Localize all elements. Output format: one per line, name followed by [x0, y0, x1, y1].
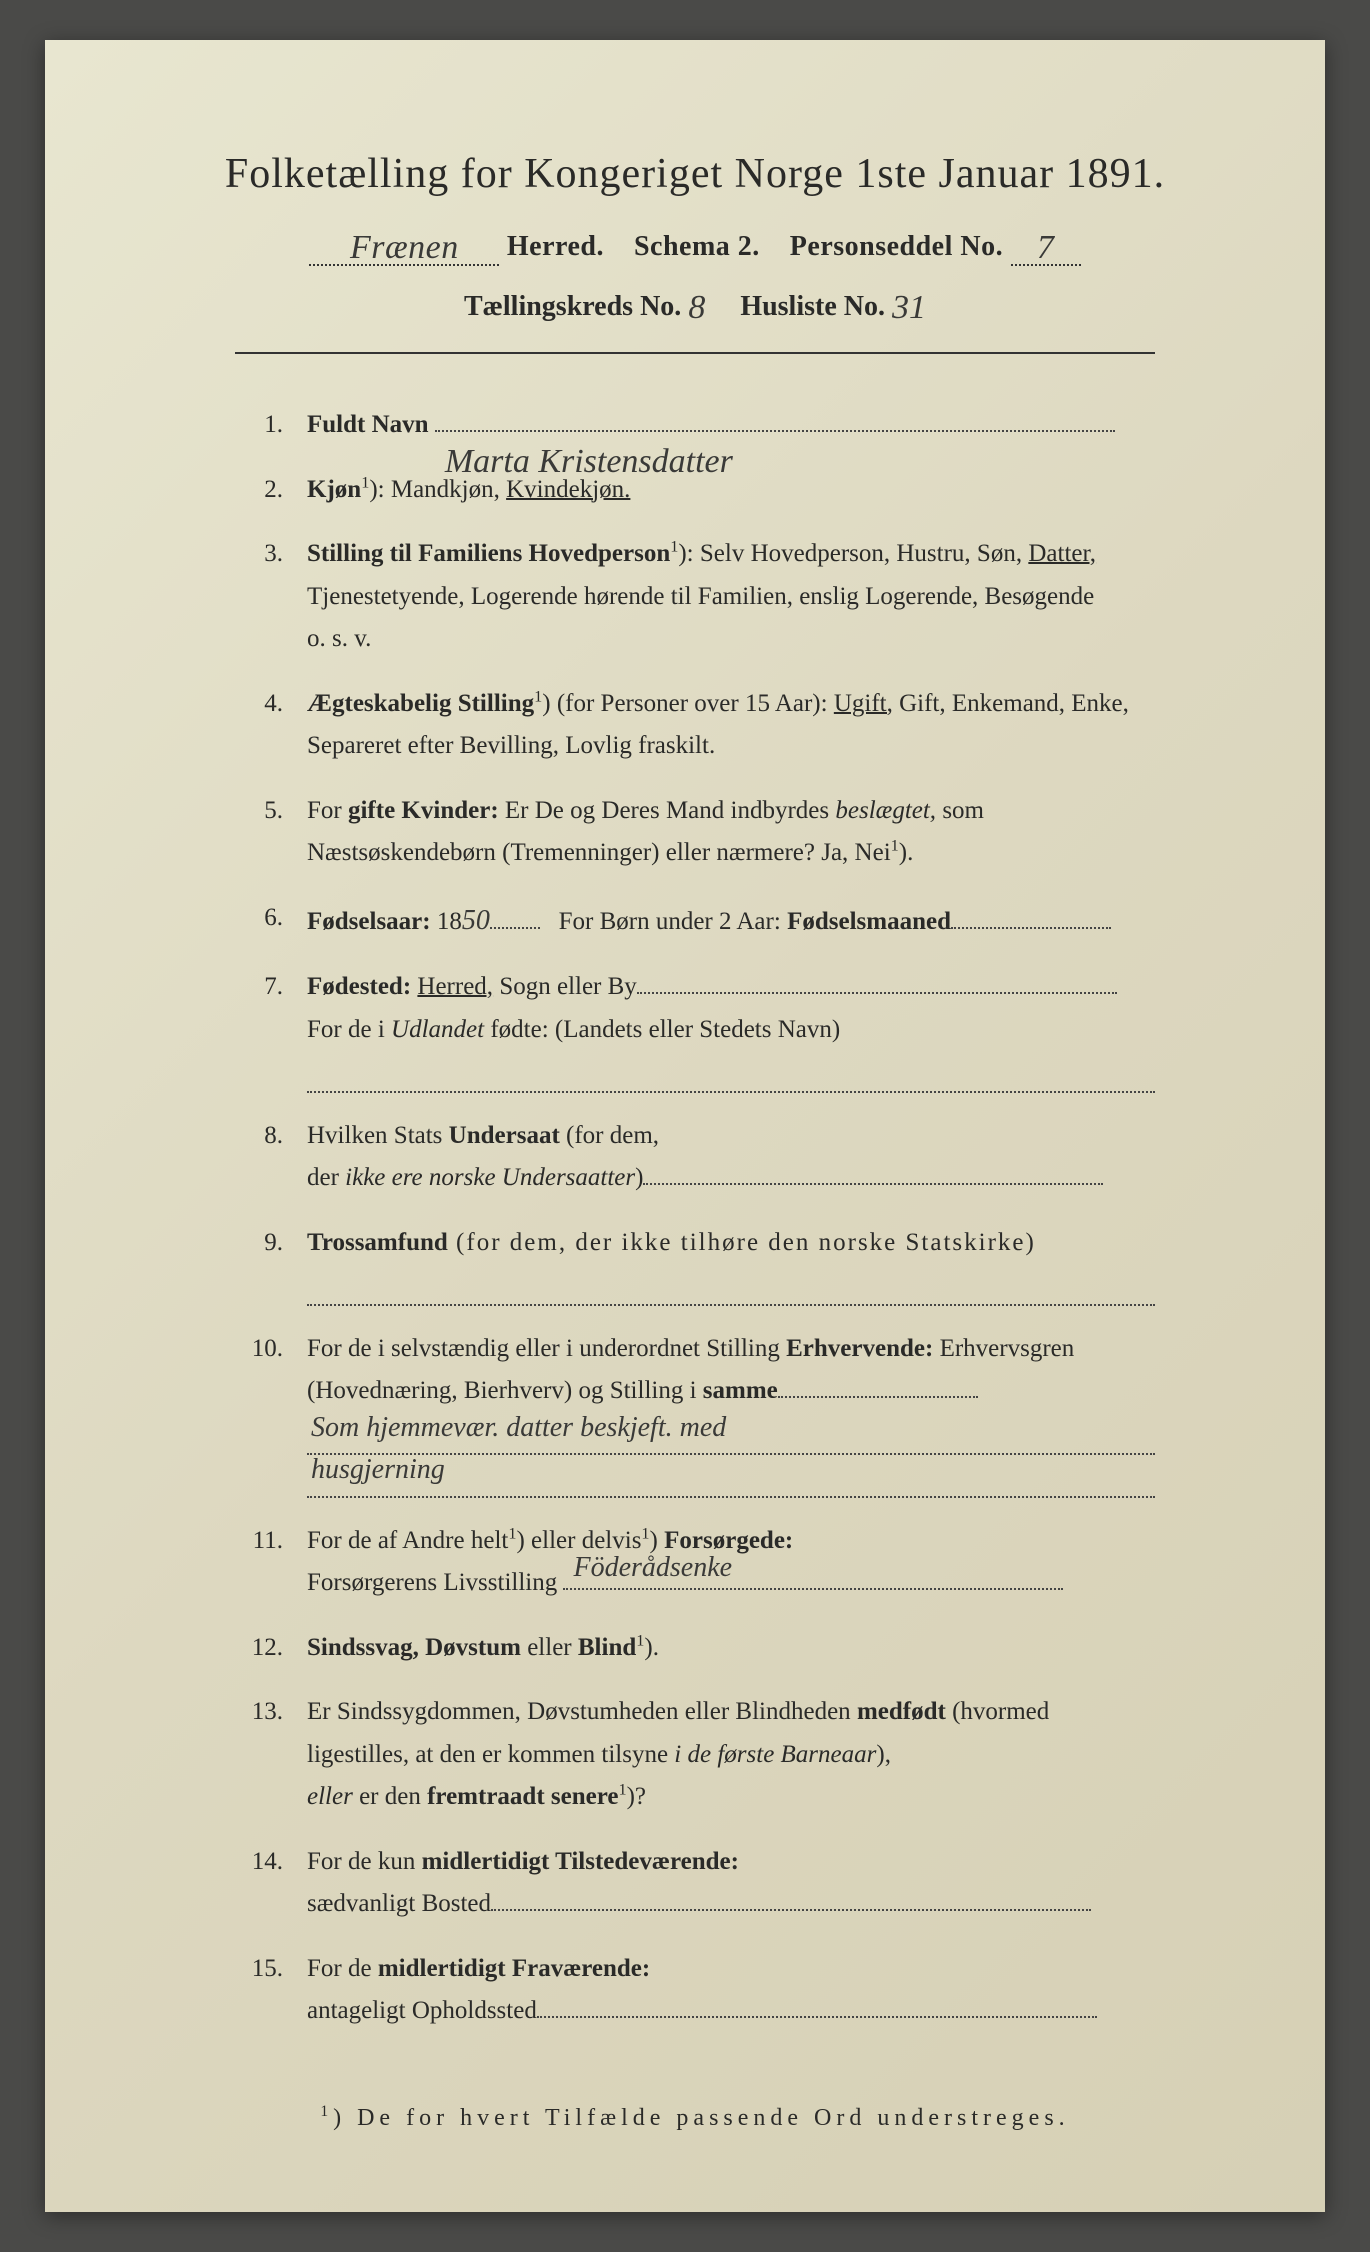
item-9: 9. Trossamfund (for dem, der ikke tilhør… — [235, 1222, 1155, 1306]
kreds-label: Tællingskreds No. — [464, 291, 681, 322]
kreds-value: 8 — [688, 289, 705, 326]
personseddel-value: 7 — [1037, 229, 1055, 266]
personseddel-label: Personseddel No. — [790, 231, 1003, 262]
document-title: Folketælling for Kongeriget Norge 1ste J… — [195, 150, 1195, 198]
birthplace-selected: Herred, — [417, 973, 493, 1000]
husliste-value: 31 — [892, 289, 926, 326]
marital-selected: Ugift, — [834, 690, 893, 717]
item-8: 8. Hvilken Stats Undersaat (for dem, der… — [235, 1115, 1155, 1200]
item-10: 10. For de i selvstændig eller i underor… — [235, 1328, 1155, 1498]
herred-label: Herred. — [507, 231, 604, 262]
item-7: 7. Fødested: Herred, Sogn eller By For d… — [235, 966, 1155, 1093]
census-document: Folketælling for Kongeriget Norge 1ste J… — [45, 40, 1325, 2212]
header-line-2: Tællingskreds No. 8 Husliste No. 31 — [195, 286, 1195, 324]
item-6: 6. Fødselsaar: 1850 For Børn under 2 Aar… — [235, 897, 1155, 945]
item-3: 3. Stilling til Familiens Hovedperson1):… — [235, 533, 1155, 661]
schema-label: Schema 2. — [634, 231, 760, 262]
herred-value: Frænen — [350, 229, 459, 266]
item-5: 5. For gifte Kvinder: Er De og Deres Man… — [235, 790, 1155, 875]
husliste-label: Husliste No. — [740, 291, 885, 322]
item-4: 4. Ægteskabelig Stilling1) (for Personer… — [235, 683, 1155, 768]
stilling-selected: Datter, — [1028, 540, 1096, 567]
provider-value: Föderådsenke — [573, 1544, 732, 1592]
occupation-line2: husgjerning — [311, 1446, 445, 1494]
label: Fuldt Navn — [307, 411, 429, 438]
footnote: 1) De for hvert Tilfælde passende Ord un… — [195, 2103, 1195, 2132]
divider — [235, 352, 1155, 354]
birthyear-value: 50 — [462, 905, 490, 936]
item-1: 1. Fuldt Navn Marta Kristensdatter — [235, 404, 1155, 447]
item-13: 13. Er Sindssygdommen, Døvstumheden elle… — [235, 1691, 1155, 1819]
header-line-1: Frænen Herred. Schema 2. Personseddel No… — [195, 226, 1195, 266]
form-items: 1. Fuldt Navn Marta Kristensdatter 2. Kj… — [195, 404, 1195, 2033]
item-12: 12. Sindssvag, Døvstum eller Blind1). — [235, 1627, 1155, 1670]
item-15: 15. For de midlertidigt Fraværende: anta… — [235, 1948, 1155, 2033]
item-14: 14. For de kun midlertidigt Tilstedevære… — [235, 1841, 1155, 1926]
occupation-line1: Som hjemmevær. datter beskjeft. med — [311, 1404, 726, 1452]
item-11: 11. For de af Andre helt1) eller delvis1… — [235, 1520, 1155, 1605]
